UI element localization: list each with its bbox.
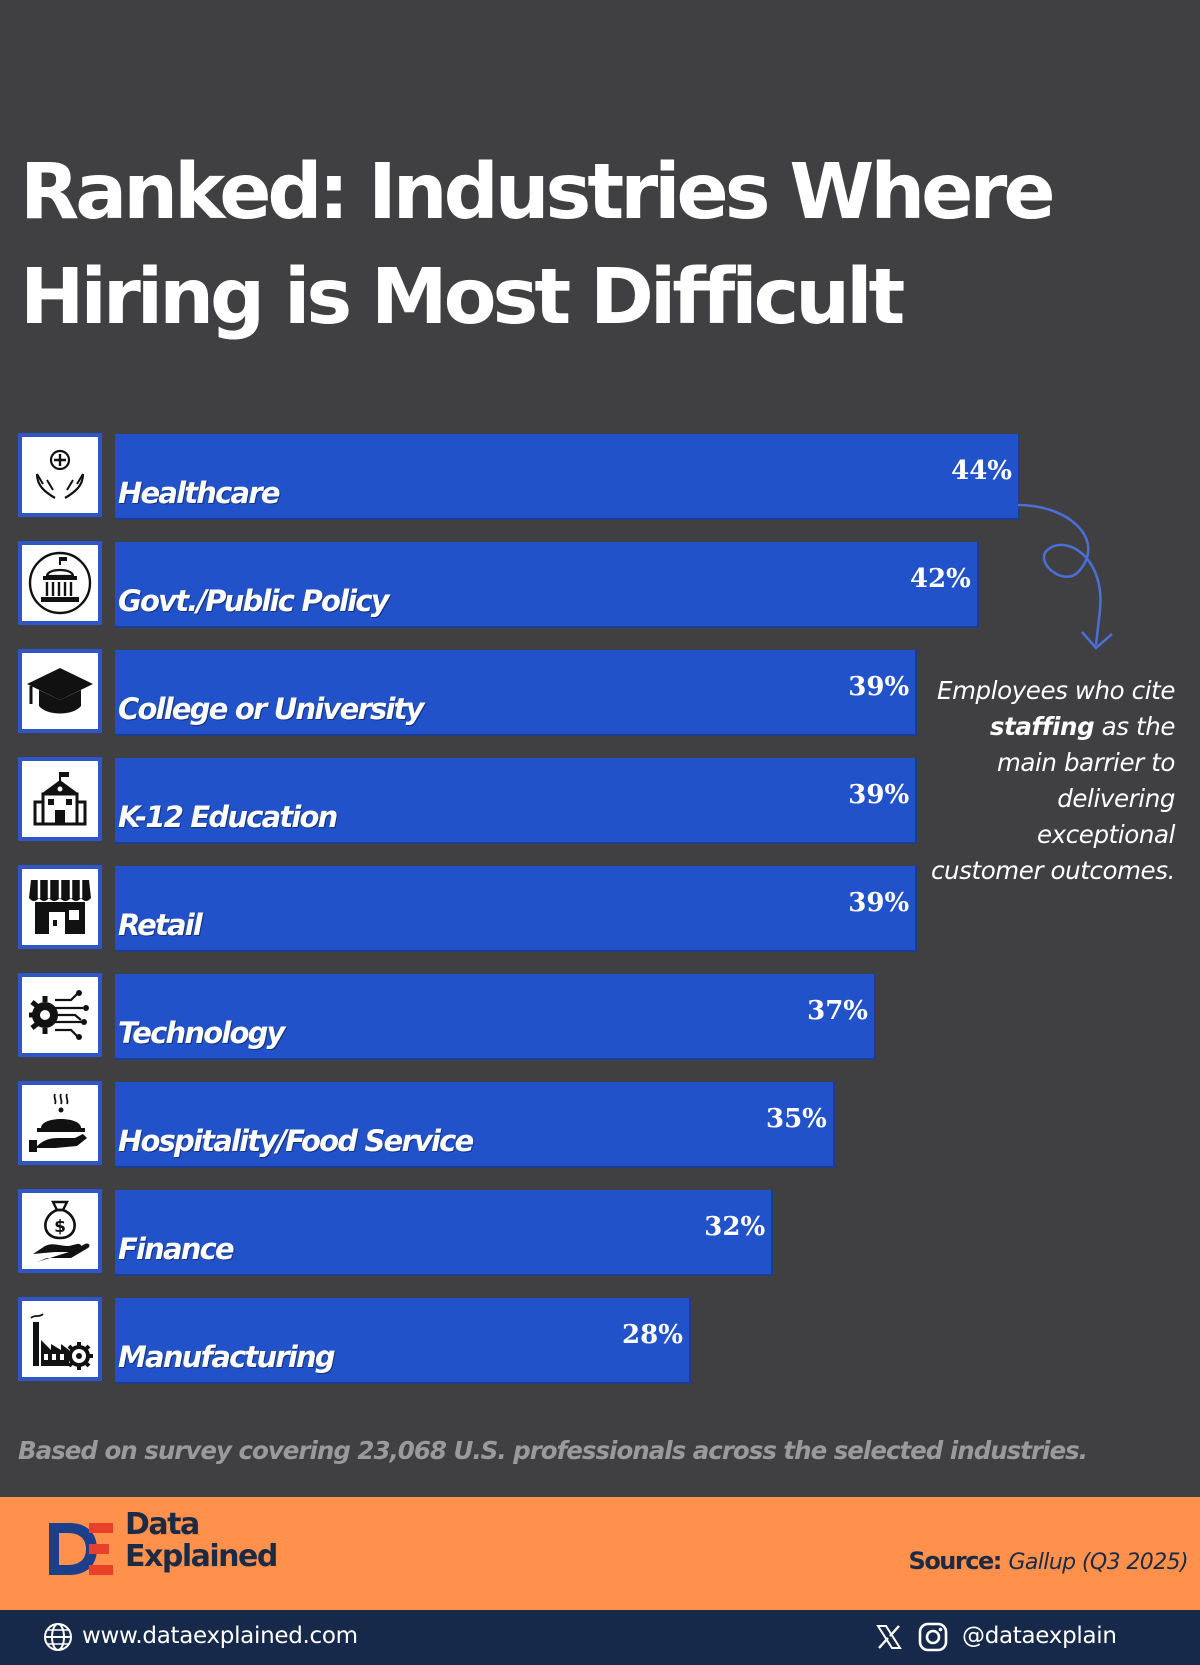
annotation-note: Employees who cite staffing as the main …: [930, 673, 1175, 889]
bar: Govt./Public Policy 42%: [115, 542, 979, 628]
source-credit: Source: Gallup (Q3 2025): [908, 1547, 1189, 1575]
footer-bar: www.dataexplained.com @dataexplain: [0, 1610, 1200, 1665]
value-label: 42%: [909, 564, 971, 594]
brand-band: Data Explained Source: Gallup (Q3 2025): [0, 1497, 1200, 1610]
factory-icon: [18, 1297, 102, 1381]
value-label: 35%: [765, 1104, 827, 1134]
category-label: Govt./Public Policy: [118, 584, 390, 618]
graduation-cap-icon: [18, 649, 102, 733]
bar-row: Healthcare 44%: [0, 425, 1200, 520]
category-label: Healthcare: [118, 476, 280, 510]
storefront-icon: [18, 865, 102, 949]
page-title: Ranked: Industries Where Hiring is Most …: [20, 140, 1180, 350]
value-label: 39%: [848, 780, 910, 810]
social-handle[interactable]: @dataexplain: [962, 1623, 1117, 1649]
bar-row: K-12 Education 39%: [0, 749, 1200, 844]
survey-footnote: Based on survey covering 23,068 U.S. pro…: [18, 1436, 1088, 1465]
svg-text:$: $: [54, 1217, 66, 1237]
bar: Finance 32%: [115, 1190, 774, 1276]
brand-line-2: Explained: [125, 1539, 278, 1574]
value-label: 39%: [848, 672, 910, 702]
bar: K-12 Education 39%: [115, 758, 918, 844]
bar-row: Govt./Public Policy 42%: [0, 533, 1200, 628]
source-value: Gallup (Q3 2025): [1008, 1550, 1188, 1575]
category-label: Retail: [118, 908, 203, 942]
data-explained-logo-icon: [49, 1523, 113, 1575]
brand-line-1: Data: [125, 1507, 200, 1542]
bar: College or University 39%: [115, 650, 918, 736]
money-bag-icon: $: [18, 1189, 102, 1273]
bar: Manufacturing 28%: [115, 1298, 691, 1384]
value-label: 37%: [807, 996, 869, 1026]
globe-icon: [44, 1623, 72, 1651]
curly-arrow-icon: [1017, 503, 1113, 650]
annotation-text-2: as the main barrier to delivering except…: [930, 712, 1175, 885]
bar: Retail 39%: [115, 866, 918, 952]
bar-row: Technology 37%: [0, 965, 1200, 1060]
category-label: K-12 Education: [118, 800, 338, 834]
value-label: 39%: [848, 888, 910, 918]
value-label: 28%: [622, 1320, 683, 1350]
value-label: 44%: [951, 456, 1012, 486]
bar: Healthcare 44%: [115, 434, 1020, 520]
value-label: 32%: [704, 1212, 766, 1242]
category-label: Hospitality/Food Service: [118, 1124, 474, 1158]
category-label: Finance: [118, 1232, 235, 1266]
healthcare-icon: [18, 433, 102, 517]
bar-row: $ Finance 32%: [0, 1181, 1200, 1276]
bar-row: Manufacturing 28%: [0, 1289, 1200, 1384]
category-label: College or University: [118, 692, 425, 726]
government-building-icon: [18, 541, 102, 625]
school-icon: [18, 757, 102, 841]
annotation-emphasis: staffing: [989, 712, 1095, 741]
category-label: Manufacturing: [118, 1340, 336, 1374]
tech-gear-icon: [18, 973, 102, 1057]
bar: Hospitality/Food Service 35%: [115, 1082, 835, 1168]
bar-chart: Healthcare 44% Govt./Public Policy 42% Colle…: [0, 425, 1200, 1405]
x-twitter-icon[interactable]: [875, 1623, 903, 1651]
title-line-2: Hiring is Most Difficult: [20, 253, 905, 342]
annotation-text-1: Employees who cite: [937, 676, 1175, 705]
food-service-icon: [18, 1081, 102, 1165]
website-link[interactable]: www.dataexplained.com: [82, 1623, 358, 1649]
bar-row: Hospitality/Food Service 35%: [0, 1073, 1200, 1168]
bar: Technology 37%: [115, 974, 877, 1060]
bar-row: Retail 39%: [0, 857, 1200, 952]
bar-row: College or University 39%: [0, 641, 1200, 736]
brand-name: Data Explained: [125, 1507, 278, 1574]
category-label: Technology: [118, 1016, 285, 1050]
source-label: Source:: [908, 1547, 1003, 1575]
instagram-icon[interactable]: [917, 1621, 949, 1653]
title-line-1: Ranked: Industries Where: [20, 148, 1056, 237]
